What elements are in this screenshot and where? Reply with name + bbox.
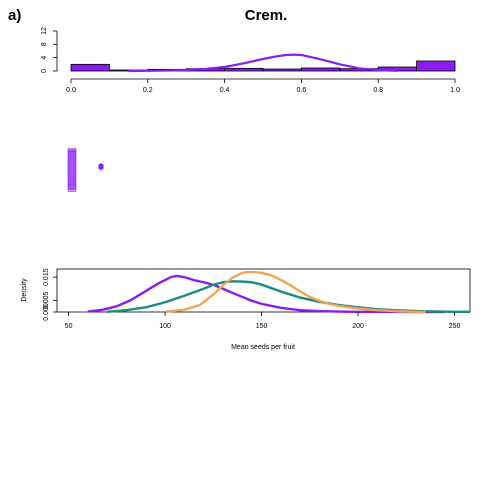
density-y-tick-label: 0.005 <box>43 292 50 310</box>
histogram-bar <box>416 60 456 72</box>
histogram-x-tick-label: 1.0 <box>450 87 460 94</box>
density-series-teal <box>107 280 471 314</box>
strip-point <box>67 165 77 170</box>
density-x-axis-label: Mean seeds per fruit <box>231 344 295 351</box>
strip-point <box>67 182 77 186</box>
density-y-tick-label: 0.000 <box>43 303 50 321</box>
histogram-bar <box>224 67 264 72</box>
density-x-tick-label: 50 <box>65 323 73 330</box>
strip-point <box>67 175 77 180</box>
strip-point <box>67 161 77 166</box>
summary-point <box>98 164 104 170</box>
strip-point <box>67 177 77 182</box>
histogram-x-tick-label: 0.0 <box>66 87 76 94</box>
density-y-tick-label: 0.015 <box>43 268 50 286</box>
histogram-x-tick-label: 0.2 <box>143 87 153 94</box>
density-x-tick-label: 100 <box>159 323 171 330</box>
strip-point <box>67 149 77 154</box>
strip-point <box>67 169 77 174</box>
histogram-bar <box>300 67 341 72</box>
histogram-x-tick-label: 0.8 <box>373 87 383 94</box>
histogram-bar <box>70 63 110 72</box>
strip-point <box>67 153 77 158</box>
histogram-density-curve <box>128 53 398 73</box>
histogram-y-tick-label: 4 <box>41 56 48 60</box>
strip-point <box>67 186 77 190</box>
strip-point <box>67 157 77 162</box>
strip-point <box>67 159 77 164</box>
strip-point <box>67 167 77 172</box>
strip-point <box>67 155 77 160</box>
histogram-x-tick-label: 0.4 <box>220 87 230 94</box>
strip-point <box>67 163 77 168</box>
density-x-tick-label: 150 <box>256 323 268 330</box>
histogram-panel: 0.0 0.2 0.4 0.6 0.8 1.0 0 4 8 12 <box>41 27 460 94</box>
density-x-tick-label: 250 <box>449 323 461 330</box>
histogram-x-tick-label: 0.6 <box>297 87 307 94</box>
strip-point <box>67 151 77 156</box>
histogram-y-tick-label: 8 <box>41 42 48 46</box>
histogram-bar <box>262 68 302 72</box>
strip-point <box>67 184 77 188</box>
histogram-y-tick-label: 0 <box>41 69 48 73</box>
strip-panel <box>67 148 104 192</box>
strip-point <box>67 188 77 192</box>
density-series-orange <box>164 270 426 314</box>
density-series-purple <box>87 274 445 314</box>
density-y-axis-label: Density <box>21 278 28 302</box>
panel-label: a) <box>8 7 21 24</box>
strip-point <box>67 173 77 178</box>
density-x-tick-label: 200 <box>352 323 364 330</box>
density-plot-frame <box>56 268 471 313</box>
strip-point <box>67 179 77 184</box>
chart-title: Crem. <box>245 7 288 24</box>
histogram-y-tick-label: 12 <box>41 27 48 35</box>
strip-point <box>67 171 77 176</box>
